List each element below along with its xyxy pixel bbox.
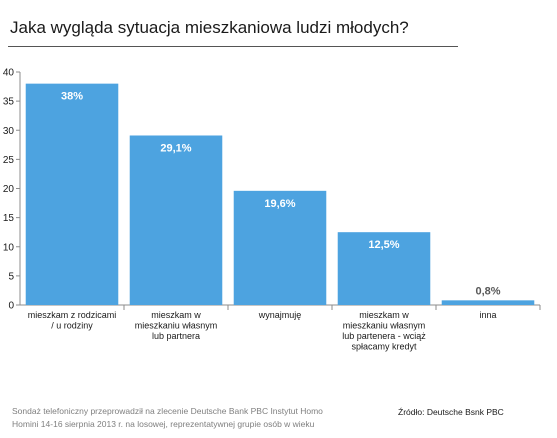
category-label-line: lub partnera <box>152 331 200 341</box>
source-label: Źródło: Deutsche Bsnk PBC <box>398 407 504 417</box>
y-tick-labels: 0 5 10 15 20 25 30 35 40 <box>3 68 15 312</box>
bar <box>129 135 223 305</box>
category-label-line: mieszkam w <box>151 310 201 320</box>
category-label-line: mieszkaniu własnym <box>343 321 426 331</box>
category-label-line: wynajmuję <box>258 310 302 320</box>
bar <box>233 190 327 305</box>
bar <box>25 83 119 306</box>
category-label-line: inna <box>479 310 496 320</box>
category-label-line: mieszkaniu własnym <box>135 321 218 331</box>
y-tick-label: 20 <box>3 184 15 195</box>
data-label: 19,6% <box>264 198 295 210</box>
category-label: mieszkam w mieszkaniu własnym lub partener… <box>342 310 426 352</box>
y-tick-label: 0 <box>8 301 14 312</box>
chart-title: Jaka wygląda sytuacja mieszkaniowa ludzi… <box>10 18 409 37</box>
y-tick-label: 35 <box>3 97 15 108</box>
y-tick-label: 5 <box>8 271 14 282</box>
survey-note-line: Homini 14-16 sierpnia 2013 r. na losowej… <box>12 419 315 429</box>
chart-bars <box>25 83 535 306</box>
category-label: wynajmuję <box>258 310 302 320</box>
data-labels: 38% 29,1% 19,6% 12,5% 0,8% <box>61 91 501 298</box>
category-label: mieszkam z rodzicami / u rodziny <box>28 310 117 331</box>
data-label: 0,8% <box>475 285 500 297</box>
bar <box>441 300 535 305</box>
title-underline <box>8 46 458 47</box>
y-tick-label: 40 <box>3 68 15 79</box>
category-label-line: mieszkam z rodzicami <box>28 310 117 320</box>
survey-note: Sondaż telefoniczny przeprowadził na zle… <box>12 405 382 431</box>
data-label: 29,1% <box>160 142 191 154</box>
category-label: inna <box>479 310 496 320</box>
bar <box>337 232 431 305</box>
category-labels: mieszkam z rodzicami / u rodzinymieszkam … <box>28 310 497 352</box>
category-label-line: mieszkam w <box>359 310 409 320</box>
y-tick-label: 25 <box>3 155 15 166</box>
data-label: 12,5% <box>368 239 399 251</box>
y-tick-label: 30 <box>3 126 15 137</box>
category-label-line: spłacamy kredyt <box>351 342 417 352</box>
y-tick-label: 15 <box>3 213 15 224</box>
y-tick-label: 10 <box>3 242 15 253</box>
data-label: 38% <box>61 91 83 103</box>
category-label: mieszkam w mieszkaniu własnym lub partnera <box>135 310 218 341</box>
survey-note-line: Sondaż telefoniczny przeprowadził na zle… <box>12 406 323 416</box>
category-label-line: / u rodziny <box>51 321 93 331</box>
category-label-line: lub partenera - wciąż <box>342 331 426 341</box>
